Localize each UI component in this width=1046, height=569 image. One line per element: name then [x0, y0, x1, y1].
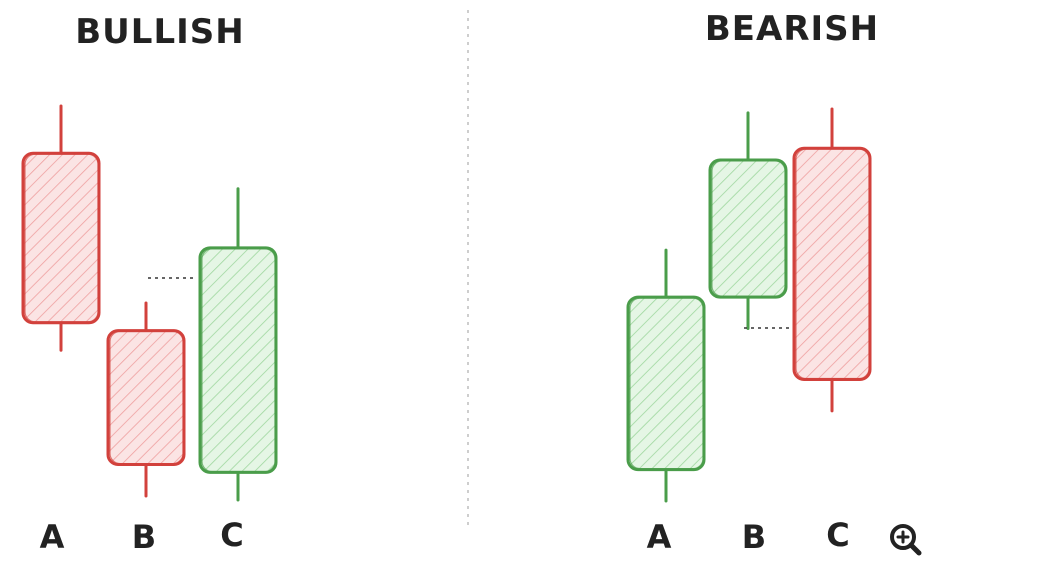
bullish-candle-b-body-outline	[109, 330, 184, 465]
bearish-label-b: B	[742, 518, 766, 556]
bearish-candle-b-body-outline	[711, 160, 786, 297]
bearish-panel	[626, 107, 872, 503]
bullish-title: BULLISH	[75, 12, 244, 52]
bullish-label-c: C	[220, 516, 243, 554]
bearish-candle-c-body-outline	[795, 148, 870, 380]
bullish-candle-c-body	[198, 246, 278, 474]
bearish-candle-b-body	[708, 158, 788, 299]
bullish-candle-c	[198, 187, 278, 502]
bullish-label-a: A	[40, 518, 65, 556]
bearish-candle-a	[626, 248, 706, 503]
bearish-candle-c-body	[792, 146, 872, 381]
bullish-label-b: B	[132, 518, 156, 556]
zoom-in-icon[interactable]	[890, 524, 922, 556]
bearish-label-c: C	[826, 516, 849, 554]
bullish-candle-a-body	[21, 151, 101, 325]
bearish-label-a: A	[647, 518, 672, 556]
bullish-candle-c-body-outline	[201, 248, 276, 473]
bullish-candle-a	[21, 104, 101, 352]
bearish-candle-b	[708, 111, 788, 331]
bearish-title: BEARISH	[705, 9, 879, 49]
bullish-candle-a-body-outline	[24, 153, 99, 323]
bullish-panel	[21, 104, 278, 502]
bullish-candle-b-body	[106, 329, 186, 467]
bearish-candle-a-body-outline	[629, 297, 704, 470]
bearish-candle-a-body	[626, 295, 706, 472]
bullish-candle-b	[106, 301, 186, 498]
bearish-candle-c	[792, 107, 872, 413]
